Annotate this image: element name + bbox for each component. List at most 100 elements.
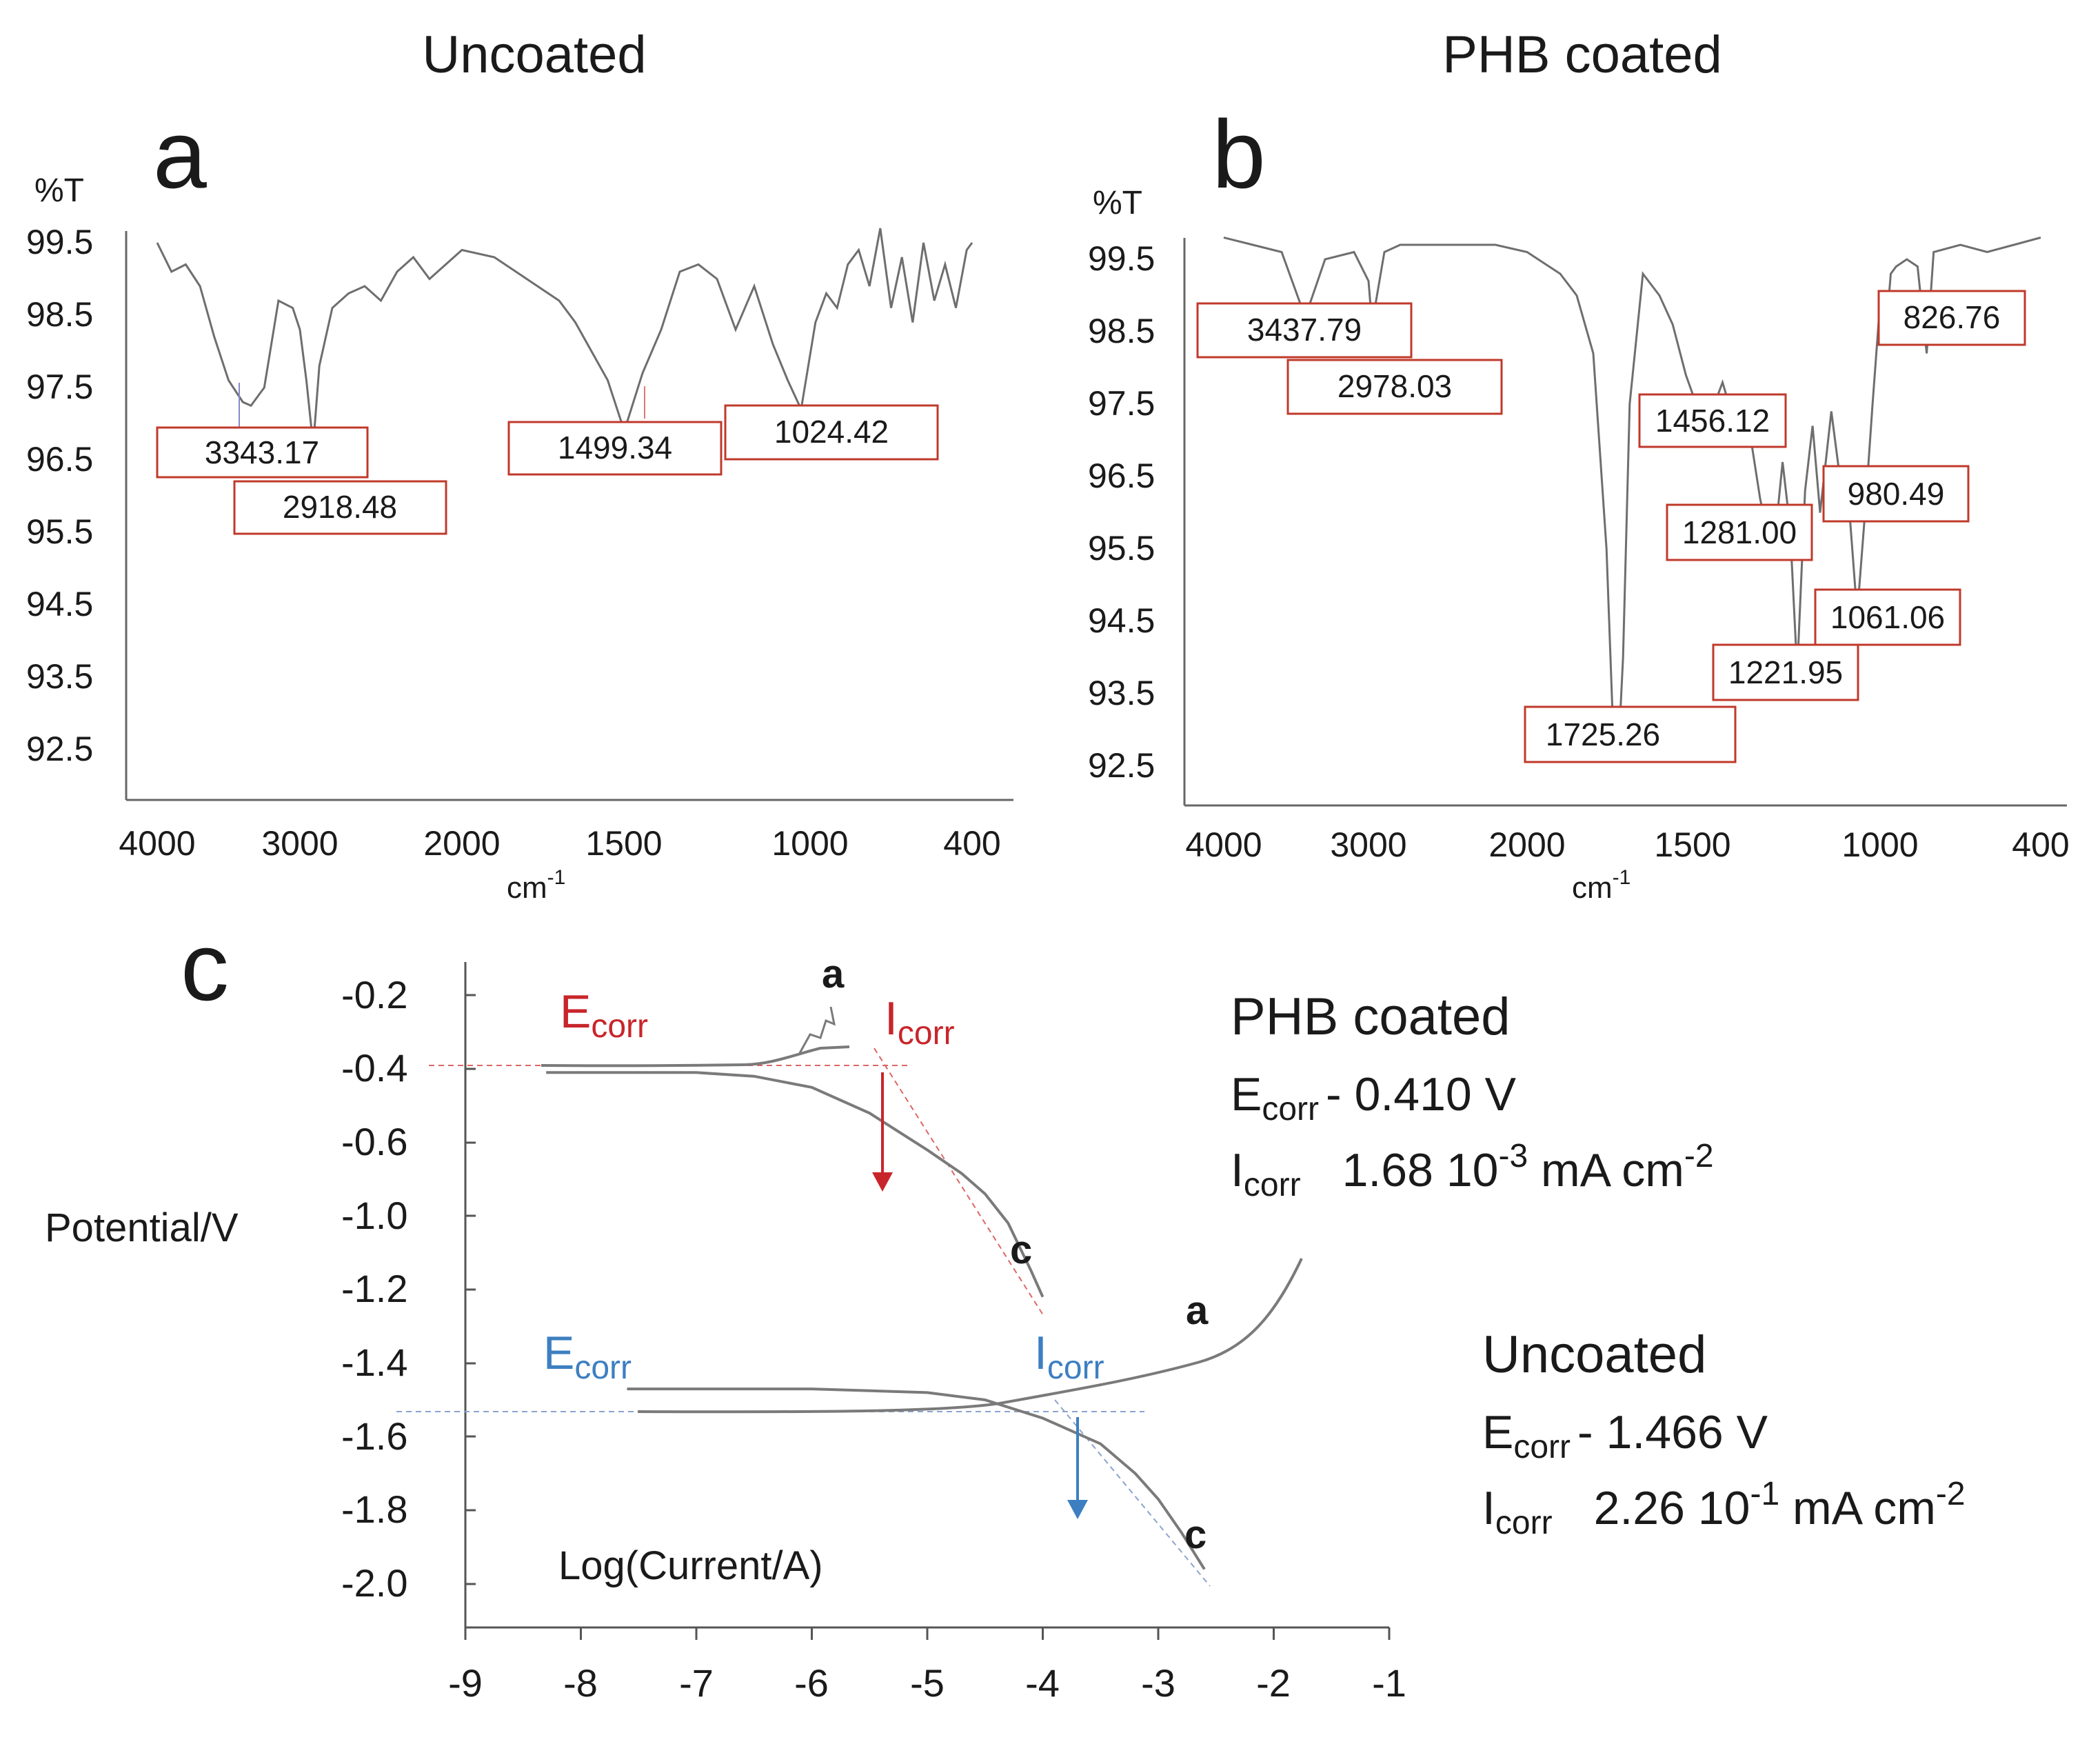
panel-b-peak-label: 3437.79 (1196, 302, 1413, 359)
panel-b-xtick: 1500 (1654, 825, 1730, 864)
panel-c-xtick-marks (464, 1627, 1391, 1640)
panel-a-xtick: 3000 (261, 824, 338, 863)
panel-a-letter: a (153, 100, 207, 208)
coated-anodic-marker: a (822, 952, 845, 996)
panel-c-xtick: -1 (1372, 1661, 1406, 1705)
panel-c-ytick: -1.0 (341, 1194, 408, 1237)
panel-a-ytick: 93.5 (26, 657, 93, 696)
uncoated-anodic-marker: a (1186, 1288, 1209, 1333)
panel-a-ytick: 98.5 (26, 295, 93, 334)
panel-a-xtick: 400 (943, 824, 1000, 863)
coated-icorr-annotation: Icorr (885, 992, 955, 1052)
panel-b-xtick: 2000 (1488, 825, 1565, 864)
panel-b-xtick: 400 (2012, 825, 2069, 864)
panel-b-peak-label: 1725.26 (1524, 705, 1737, 763)
panel-a-spectrum-line (156, 228, 973, 446)
panel-a-xtick-labels: 4000 3000 2000 1500 1000 400 (119, 824, 1000, 863)
panel-c-ytick-marks (465, 994, 476, 1585)
svg-text:2978.03: 2978.03 (1337, 368, 1452, 404)
panel-c-ytick: -0.2 (341, 973, 408, 1016)
panel-b-xtick: 3000 (1330, 825, 1406, 864)
panel-b-ytick: 92.5 (1088, 746, 1155, 785)
panel-b-xlabel: cm-1 (1572, 866, 1630, 905)
panel-c-ytick: -1.8 (341, 1487, 408, 1531)
uncoated-summary: Uncoated Ecorr - 1.466 V Icorr 2.26 10-1 m… (1482, 1325, 1966, 1541)
coated-anodic-curve (541, 1045, 850, 1068)
svg-text:1024.42: 1024.42 (774, 414, 889, 450)
uncoated-anodic-curve (637, 1258, 1303, 1414)
panel-a-peak-label: 1024.42 (724, 404, 939, 461)
panel-c-ytick: -0.4 (341, 1046, 408, 1090)
panel-c-ytick: -1.6 (341, 1414, 408, 1458)
panel-b: PHB coated b %T 99.5 98.5 97.5 96.5 95.5… (1088, 26, 2070, 905)
svg-text:826.76: 826.76 (1904, 299, 2001, 335)
uncoated-cathodic-marker: c (1184, 1512, 1207, 1557)
panel-b-peak-label: 826.76 (1877, 290, 2026, 346)
uncoated-ecorr-annotation: Ecorr (543, 1327, 632, 1386)
svg-text:1456.12: 1456.12 (1655, 403, 1770, 439)
panel-a-ytick: 99.5 (26, 223, 93, 261)
panel-b-peak-label: 1281.00 (1666, 503, 1813, 561)
panel-a-title: Uncoated (422, 26, 646, 84)
panel-c-ytick-labels: -0.2 -0.4 -0.6 -1.0 -1.2 -1.4 -1.6 -1.8 … (341, 973, 408, 1605)
panel-a-xtick: 1000 (771, 824, 848, 863)
panel-c: c Potential/V -0.2 -0.4 -0.6 -1.0 -1.2 -… (45, 912, 1966, 1705)
panel-b-peak-label: 1456.12 (1638, 393, 1787, 448)
coated-summary: PHB coated Ecorr - 0.410 V Icorr 1.68 10-3… (1231, 988, 1714, 1203)
panel-c-xtick: -6 (794, 1661, 829, 1705)
panel-b-ytick: 96.5 (1088, 457, 1155, 495)
svg-text:2918.48: 2918.48 (283, 489, 397, 525)
panel-c-xtick: -3 (1141, 1661, 1175, 1705)
panel-b-ytick: 93.5 (1088, 674, 1155, 712)
panel-c-xtick: -5 (910, 1661, 945, 1705)
panel-b-xtick-labels: 4000 3000 2000 1500 1000 400 (1185, 825, 2069, 864)
panel-c-xlabel: Log(Current/A) (558, 1543, 823, 1588)
coated-ecorr-annotation: Ecorr (560, 985, 648, 1045)
panel-c-xtick: -4 (1025, 1661, 1060, 1705)
panel-c-ytick: -0.6 (341, 1120, 408, 1163)
panel-a-ylabel: %T (34, 172, 84, 209)
svg-text:980.49: 980.49 (1848, 476, 1945, 512)
panel-a-ytick: 97.5 (26, 368, 93, 406)
panel-b-xtick: 4000 (1185, 825, 1262, 864)
panel-a-ytick: 92.5 (26, 730, 93, 768)
panel-b-title: PHB coated (1442, 26, 1722, 84)
coated-summary-ecorr: Ecorr - 0.410 V (1231, 1068, 1517, 1127)
svg-text:1725.26: 1725.26 (1546, 716, 1660, 752)
panel-a-xlabel: cm-1 (507, 866, 565, 905)
panel-b-ytick: 95.5 (1088, 529, 1155, 568)
panel-c-ytick: -1.4 (341, 1341, 408, 1384)
panel-b-ytick: 94.5 (1088, 601, 1155, 640)
panel-b-peak-label: 1061.06 (1814, 588, 1961, 646)
panel-c-xtick: -2 (1256, 1661, 1291, 1705)
panel-b-ytick: 99.5 (1088, 239, 1155, 278)
panel-b-ytick: 97.5 (1088, 384, 1155, 423)
panel-b-peak-label: 2978.03 (1286, 359, 1503, 415)
coated-icorr-arrow-head (872, 1172, 893, 1192)
panel-c-letter: c (181, 912, 229, 1021)
coated-cathodic-marker: c (1010, 1227, 1032, 1272)
uncoated-summary-title: Uncoated (1482, 1325, 1706, 1384)
panel-b-peak-label: 1221.95 (1712, 643, 1859, 701)
panel-b-letter: b (1212, 100, 1266, 208)
uncoated-icorr-arrow-head (1067, 1500, 1088, 1519)
svg-text:3343.17: 3343.17 (205, 434, 319, 470)
panel-a-ytick: 94.5 (26, 585, 93, 623)
panel-c-xtick-labels: -9 -8 -7 -6 -5 -4 -3 -2 -1 (448, 1661, 1406, 1705)
uncoated-cathodic-curve (627, 1387, 1206, 1570)
coated-anodic-noise (798, 1006, 836, 1054)
panel-a-peak-label: 3343.17 (156, 426, 369, 479)
svg-text:1221.95: 1221.95 (1728, 654, 1843, 690)
svg-text:1061.06: 1061.06 (1830, 599, 1945, 635)
panel-a-peak-label: 1499.34 (507, 421, 723, 476)
panel-a-xtick: 1500 (585, 824, 662, 863)
panel-a-ytick-labels: 99.5 98.5 97.5 96.5 95.5 94.5 93.5 92.5 (26, 223, 93, 768)
panel-c-xtick: -8 (563, 1661, 598, 1705)
svg-text:3437.79: 3437.79 (1247, 312, 1362, 348)
uncoated-tafel-tangent (1054, 1399, 1211, 1587)
panel-b-ytick-labels: 99.5 98.5 97.5 96.5 95.5 94.5 93.5 92.5 (1088, 239, 1155, 785)
coated-tafel-tangent (874, 1048, 1045, 1318)
panel-c-xtick: -9 (448, 1661, 483, 1705)
panel-b-peak-label: 980.49 (1822, 465, 1970, 523)
